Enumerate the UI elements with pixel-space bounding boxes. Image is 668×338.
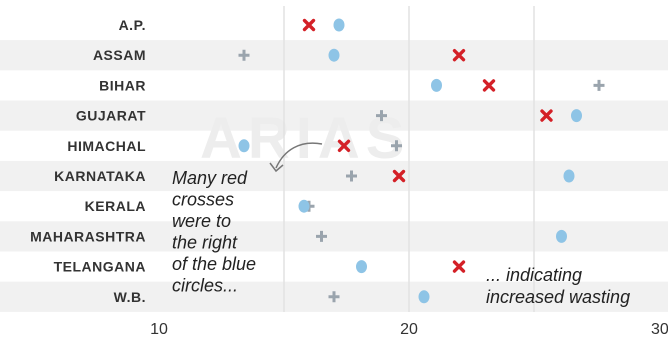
circle-marker (563, 169, 575, 183)
watermark: ARIAS (200, 106, 410, 171)
x-gridlines (283, 6, 535, 312)
circle-marker (556, 229, 567, 243)
cross-marker (482, 79, 496, 92)
category-label: MAHARASHTRA (30, 228, 146, 244)
circle-marker (238, 139, 250, 153)
category-label: ASSAM (93, 47, 146, 63)
y-axis-labels: A.P. ASSAM BIHAR GUJARAT HIMACHAL KARNATAKA KE… (30, 17, 146, 305)
category-label: GUJARAT (76, 108, 146, 124)
x-tick-label: 20 (400, 321, 418, 338)
circle-marker (571, 109, 582, 123)
cross-marker (540, 109, 553, 122)
circle-marker (418, 290, 430, 304)
plus-marker (238, 49, 250, 61)
plus-marker (593, 79, 605, 91)
arrow-head-icon (269, 162, 284, 173)
row-band (0, 160, 668, 192)
annotation-line: the right (172, 233, 238, 253)
row-band (0, 100, 668, 131)
category-label: KARNATAKA (54, 168, 146, 184)
x-axis-ticks: 10 20 30 (150, 321, 668, 338)
category-label: W.B. (114, 289, 146, 305)
cross-marker (452, 260, 466, 273)
plus-marker (316, 230, 327, 242)
circle-marker (356, 260, 367, 274)
circle-marker (333, 18, 345, 32)
cross-marker (302, 18, 316, 32)
plus-marker (391, 140, 402, 152)
annotation-line: ... indicating (486, 265, 582, 285)
plus-marker (376, 110, 387, 122)
category-label: HIMACHAL (67, 138, 146, 154)
category-label: BIHAR (99, 77, 146, 93)
annotation-line: were to (172, 211, 231, 231)
circle-marker (431, 78, 442, 92)
category-label: A.P. (119, 17, 146, 33)
category-label: TELANGANA (54, 259, 146, 275)
circle-marker (298, 199, 310, 213)
annotation-line: Many red (172, 168, 248, 188)
annotation-arrow (275, 142, 323, 169)
plus-marker (346, 170, 357, 182)
plus-marker (328, 291, 340, 303)
cross-marker (452, 49, 466, 62)
data-markers (238, 18, 605, 304)
x-tick-label: 30 (651, 321, 668, 338)
x-tick-label: 10 (150, 321, 168, 338)
annotation-line: circles... (172, 276, 238, 296)
cross-marker (337, 139, 351, 152)
cross-marker (392, 169, 406, 183)
annotation-line: crosses (172, 190, 234, 210)
circle-marker (328, 48, 340, 62)
category-label: KERALA (85, 198, 146, 214)
annotation-line: of the blue (172, 254, 256, 274)
annotation-line: increased wasting (486, 287, 630, 307)
